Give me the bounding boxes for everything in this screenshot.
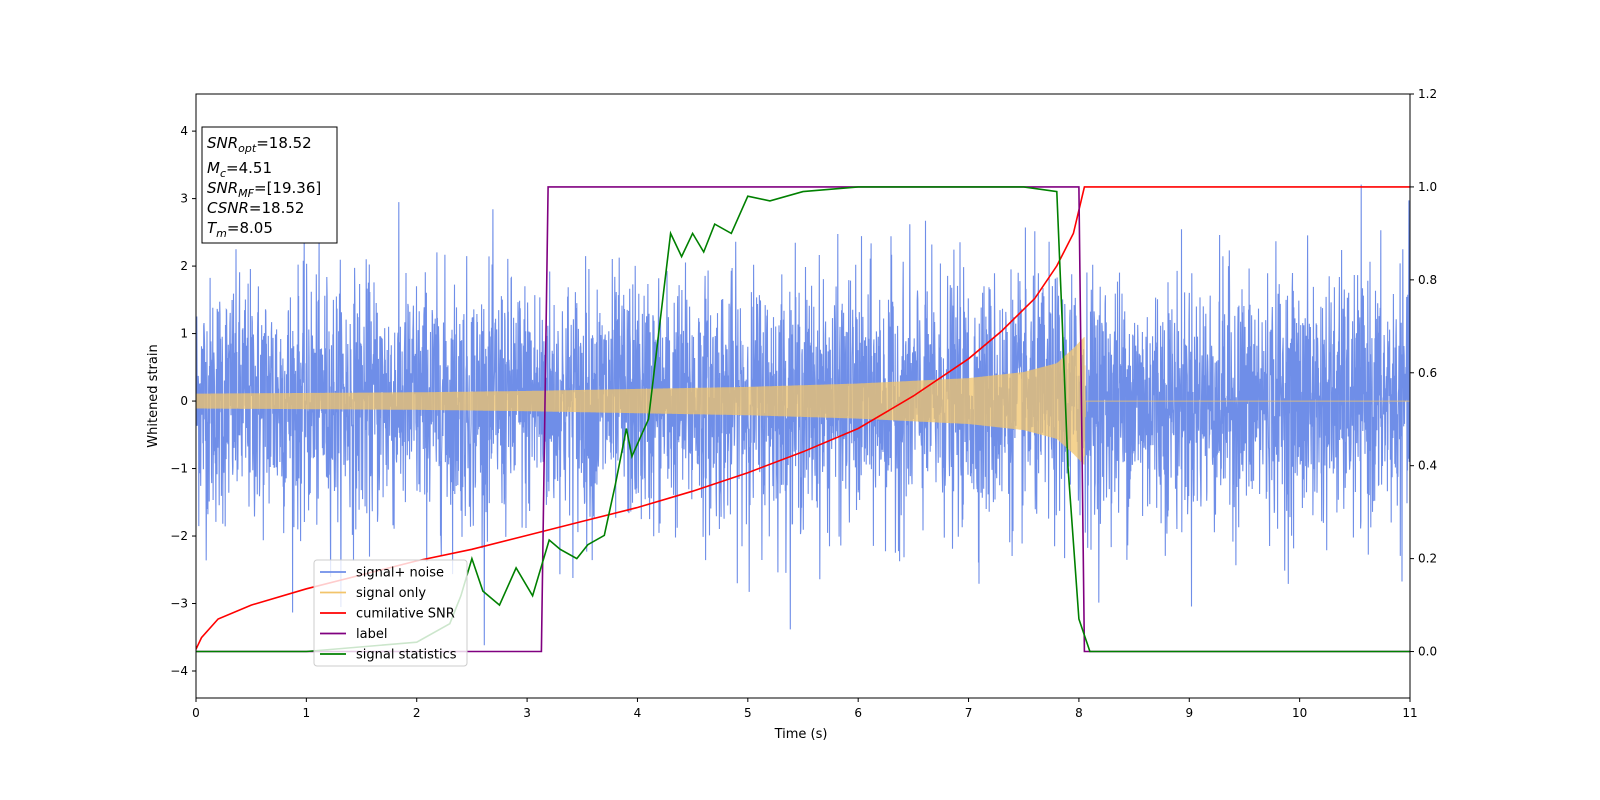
x-tick-label: 1	[303, 706, 311, 720]
series-signal-statistics-line	[196, 186, 1410, 653]
y-tick-label: 4	[180, 124, 188, 138]
y2-tick-label: 1.2	[1418, 87, 1437, 101]
y-axis-right: 1.2 1.0 0.8 0.6 0.4 0.2 0.0	[1410, 87, 1437, 659]
x-axis-label: Time (s)	[774, 727, 828, 742]
legend-label: signal only	[356, 586, 426, 601]
y2-tick-label: 0.2	[1418, 552, 1437, 566]
legend-label: signal+ noise	[356, 566, 444, 581]
y-tick-label: −1	[170, 462, 188, 476]
x-tick-label: 6	[854, 706, 862, 720]
x-tick-label: 5	[744, 706, 752, 720]
x-tick-label: 7	[965, 706, 973, 720]
plot-frame	[195, 93, 1411, 699]
series-signal-only-line	[196, 337, 1410, 465]
y-tick-label: −4	[170, 664, 188, 678]
y2-tick-label: 0.4	[1418, 459, 1437, 473]
annotation-mc: Mc=4.51	[207, 159, 272, 180]
legend-label: cumilative SNR	[356, 607, 455, 622]
y-tick-label: 2	[180, 259, 188, 273]
y2-tick-label: 0.8	[1418, 273, 1437, 287]
annotation-tm: Tm=8.05	[207, 219, 273, 240]
y-tick-label: 3	[180, 192, 188, 206]
y-tick-label: −2	[170, 529, 188, 543]
legend-label: signal statistics	[356, 648, 457, 663]
x-tick-label: 8	[1075, 706, 1083, 720]
annotation-box: SNRopt=18.52 Mc=4.51SNRMF=[19.36]CSNR=18.…	[201, 126, 338, 244]
x-tick-label: 9	[1185, 706, 1193, 720]
y-axis-label: Whitened strain	[146, 344, 161, 447]
y2-tick-label: 1.0	[1418, 180, 1437, 194]
y-axis-left: 4 3 2 1 0 −1 −2 −3 −4	[170, 124, 196, 678]
x-tick-label: 4	[634, 706, 642, 720]
legend-label: label	[356, 627, 387, 642]
x-tick-label: 10	[1292, 706, 1307, 720]
y-tick-label: 1	[180, 327, 188, 341]
x-tick-label: 11	[1402, 706, 1417, 720]
x-axis: 0 1 2 3 4 5 6 7 8 9 10 11	[192, 698, 1418, 720]
x-tick-label: 0	[192, 706, 200, 720]
annotation-opt: SNRopt=18.52	[207, 134, 312, 155]
annotation-csnr: CSNR=18.52	[207, 199, 304, 217]
annotation-mf: SNRMF=[19.36]	[207, 179, 321, 200]
y-tick-label: −3	[170, 597, 188, 611]
y2-tick-label: 0.0	[1418, 645, 1437, 659]
y2-tick-label: 0.6	[1418, 366, 1437, 380]
x-tick-label: 3	[523, 706, 531, 720]
y-tick-label: 0	[180, 394, 188, 408]
legend: signal+ noise signal only cumilative SNR la…	[313, 559, 468, 667]
x-tick-label: 2	[413, 706, 421, 720]
